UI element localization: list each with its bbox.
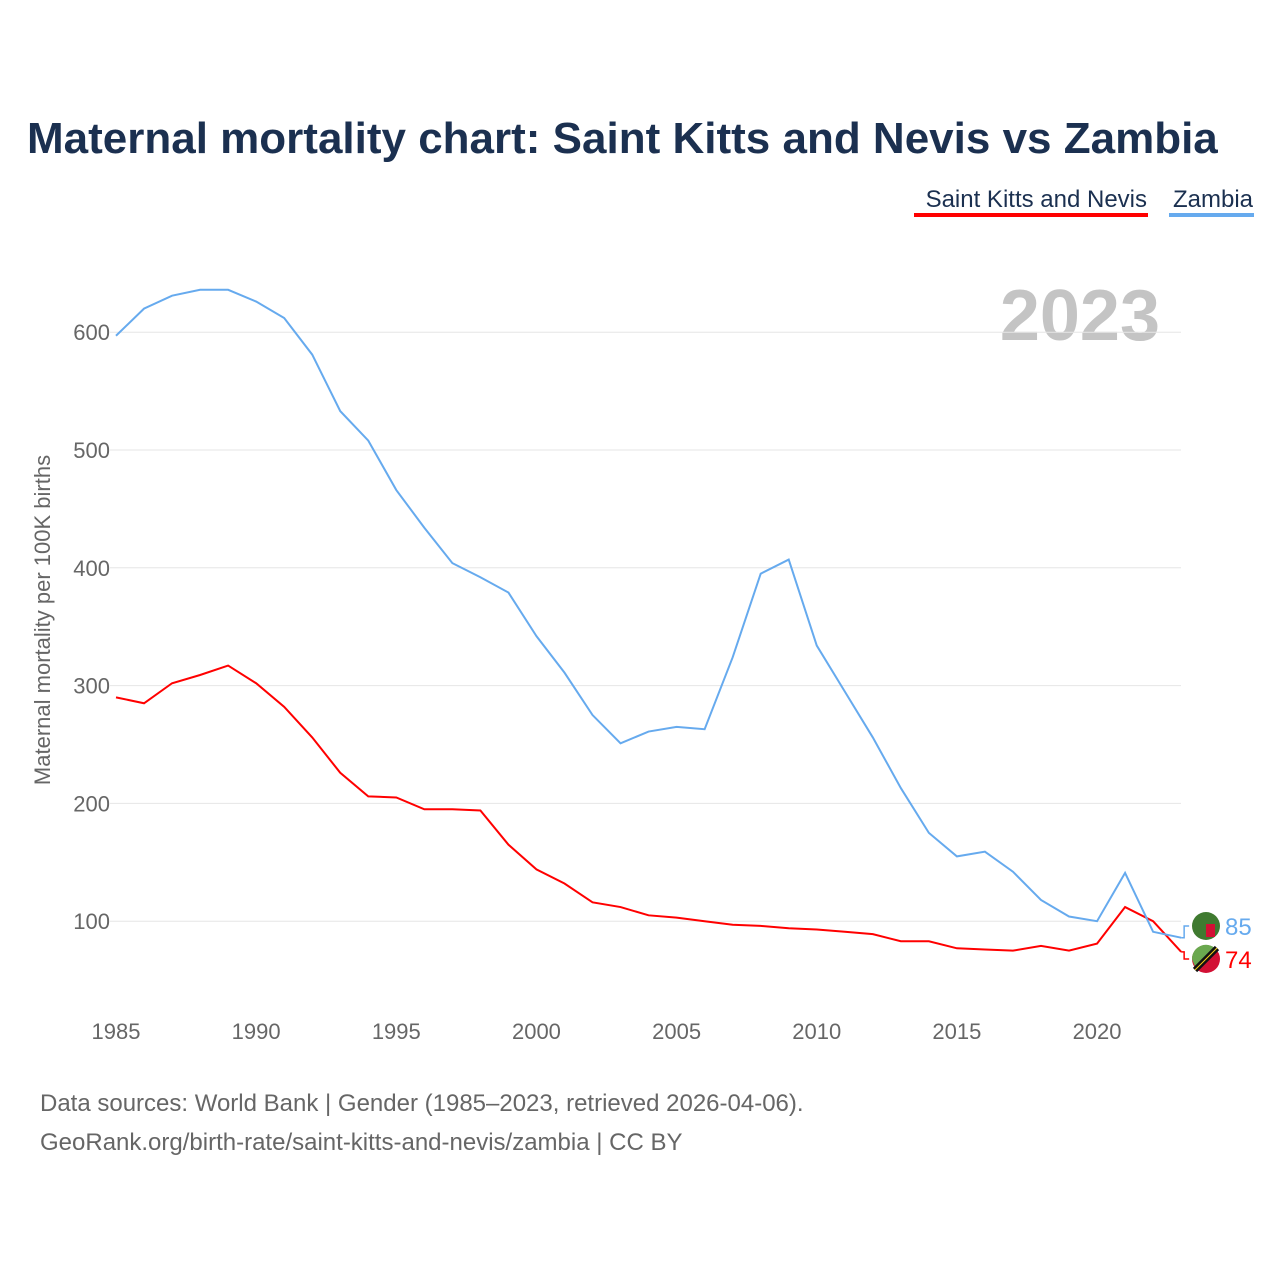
end-value-label: 85 [1225, 914, 1252, 941]
end-value-label: 74 [1225, 947, 1252, 974]
x-tick-label: 1990 [232, 1019, 281, 1044]
legend-zambia[interactable]: Zambia [1173, 186, 1254, 213]
y-tick-label: 600 [73, 320, 110, 345]
y-tick-label: 100 [73, 909, 110, 934]
series-line-zambia [115, 288, 1182, 939]
legend-saint-kitts[interactable]: Saint Kitts and Nevis [926, 186, 1147, 213]
end-connector [1181, 925, 1190, 939]
y-tick-label: 300 [73, 674, 110, 699]
year-watermark: 2023 [1000, 276, 1160, 356]
y-tick-label: 400 [73, 556, 110, 581]
legend-swatch-zambia [1169, 213, 1254, 217]
x-tick-label: 2010 [792, 1019, 841, 1044]
x-tick-label: 1985 [92, 1019, 141, 1044]
x-tick-label: 2020 [1073, 1019, 1122, 1044]
x-tick-label: 2005 [652, 1019, 701, 1044]
flag-band-edge [1194, 947, 1218, 971]
chart-title: Maternal mortality chart: Saint Kitts an… [27, 114, 1218, 163]
y-tick-label: 500 [73, 438, 110, 463]
footer-url[interactable]: GeoRank.org/birth-rate/saint-kitts-and-n… [40, 1129, 682, 1156]
series-line-saint-kitts [115, 664, 1182, 953]
footer-sources: Data sources: World Bank | Gender (1985–… [40, 1090, 804, 1117]
zambia-flag-stripes [1206, 924, 1215, 937]
end-connector [1181, 951, 1190, 960]
y-axis-label: Maternal mortality per 100K births [30, 455, 55, 785]
x-tick-label: 2000 [512, 1019, 561, 1044]
x-tick-label: 2015 [932, 1019, 981, 1044]
legend: Saint Kitts and Nevis Zambia [914, 186, 1254, 217]
x-tick-label: 1995 [372, 1019, 421, 1044]
legend-swatch-saint-kitts [914, 213, 1148, 217]
y-tick-label: 200 [73, 791, 110, 816]
